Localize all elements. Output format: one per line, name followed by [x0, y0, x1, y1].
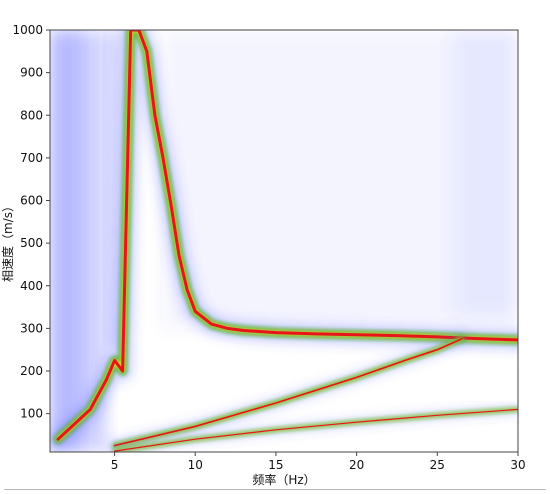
- y-tick-label: 700: [20, 151, 43, 165]
- y-axis-ticks: 100 200 300 400 500 600 700 800 900 1000: [12, 23, 50, 421]
- x-axis-label: 频率（Hz）: [252, 472, 315, 487]
- y-tick-label: 1000: [12, 23, 43, 37]
- heatmap-image: [50, 30, 518, 452]
- x-tick-label: 10: [188, 458, 203, 472]
- y-tick-label: 100: [20, 407, 43, 421]
- plot-frame: [49, 29, 519, 453]
- heatmap-mode-ridges: [50, 30, 518, 452]
- y-tick-label: 400: [20, 279, 43, 293]
- heatmap-background-energy: [50, 30, 518, 452]
- y-tick-label: 200: [20, 364, 43, 378]
- x-axis-ticks: 5 10 15 20 25 30: [111, 452, 526, 472]
- y-tick-label: 800: [20, 108, 43, 122]
- y-tick-label: 600: [20, 194, 43, 208]
- background-cloud: [50, 30, 83, 452]
- x-tick-label: 30: [510, 458, 525, 472]
- y-tick-label: 300: [20, 321, 43, 335]
- dispersion-ridge-mode-0: [56, 30, 518, 441]
- x-tick-label: 15: [268, 458, 283, 472]
- dispersion-ridge-mode-1: [113, 338, 463, 447]
- x-tick-label: 25: [430, 458, 445, 472]
- dispersion-ridge-mode-2: [113, 408, 518, 452]
- bottom-divider: [4, 489, 546, 490]
- background-cloud: [453, 30, 518, 316]
- x-tick-label: 5: [111, 458, 119, 472]
- y-tick-label: 900: [20, 66, 43, 80]
- x-tick-label: 20: [349, 458, 364, 472]
- y-axis-label: 相速度（m/s）: [0, 200, 15, 282]
- y-tick-label: 500: [20, 236, 43, 250]
